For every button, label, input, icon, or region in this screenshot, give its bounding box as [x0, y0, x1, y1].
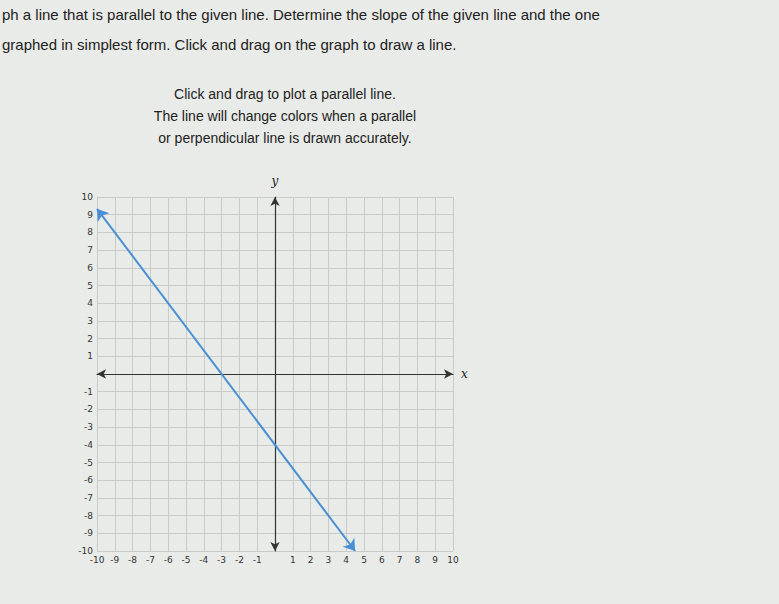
svg-text:-3: -3 [217, 555, 226, 565]
svg-text:-5: -5 [84, 458, 93, 468]
svg-text:8: 8 [87, 227, 93, 237]
svg-text:1: 1 [87, 351, 93, 361]
svg-text:8: 8 [415, 555, 421, 565]
svg-text:3: 3 [326, 555, 332, 565]
svg-text:4: 4 [87, 298, 93, 308]
svg-text:-6: -6 [164, 555, 173, 565]
svg-text:10: 10 [447, 555, 459, 565]
svg-text:1: 1 [290, 555, 296, 565]
svg-text:-9: -9 [110, 555, 119, 565]
svg-text:-8: -8 [84, 511, 93, 521]
svg-text:5: 5 [361, 555, 367, 565]
svg-text:4: 4 [343, 555, 349, 565]
svg-text:-5: -5 [182, 555, 191, 565]
html-text:Click and drag to plot a paral: Click and drag to plot a parallel line. [174, 86, 396, 102]
svg-text:-8: -8 [128, 555, 137, 565]
svg-text:9: 9 [87, 210, 93, 220]
svg-text:-2: -2 [235, 555, 244, 565]
svg-text:6: 6 [87, 263, 93, 273]
svg-text:2: 2 [87, 334, 93, 344]
svg-text:3: 3 [87, 316, 93, 326]
svg-text:7: 7 [397, 555, 403, 565]
svg-text:-7: -7 [84, 493, 93, 503]
svg-text:-1: -1 [253, 555, 262, 565]
html-text:ph a line that is parallel to: ph a line that is parallel to the given … [2, 6, 600, 23]
svg-text:10: 10 [82, 192, 94, 202]
svg-text:-9: -9 [84, 528, 93, 538]
svg-text:-4: -4 [84, 440, 93, 450]
svg-text:-7: -7 [146, 555, 155, 565]
svg-text:-3: -3 [84, 422, 93, 432]
svg-text:-1: -1 [84, 387, 93, 397]
svg-text:-4: -4 [199, 555, 208, 565]
svg-text:2: 2 [308, 555, 314, 565]
svg-text:x: x [461, 367, 468, 381]
svg-text:-10: -10 [78, 546, 93, 556]
html-text:or perpendicular line is drawn: or perpendicular line is drawn accuratel… [158, 130, 412, 146]
svg-text:6: 6 [379, 555, 385, 565]
html-text:graphed in simplest form. Clic: graphed in simplest form. Click and drag… [2, 36, 457, 53]
html-text:The line will change colors wh: The line will change colors when a paral… [153, 108, 417, 124]
svg-text:5: 5 [87, 281, 93, 291]
svg-text:7: 7 [87, 245, 93, 255]
svg-text:-10: -10 [90, 555, 105, 565]
svg-text:-2: -2 [84, 404, 93, 414]
svg-text:-6: -6 [84, 475, 93, 485]
svg-text:9: 9 [432, 555, 438, 565]
svg-text:y: y [271, 174, 279, 188]
